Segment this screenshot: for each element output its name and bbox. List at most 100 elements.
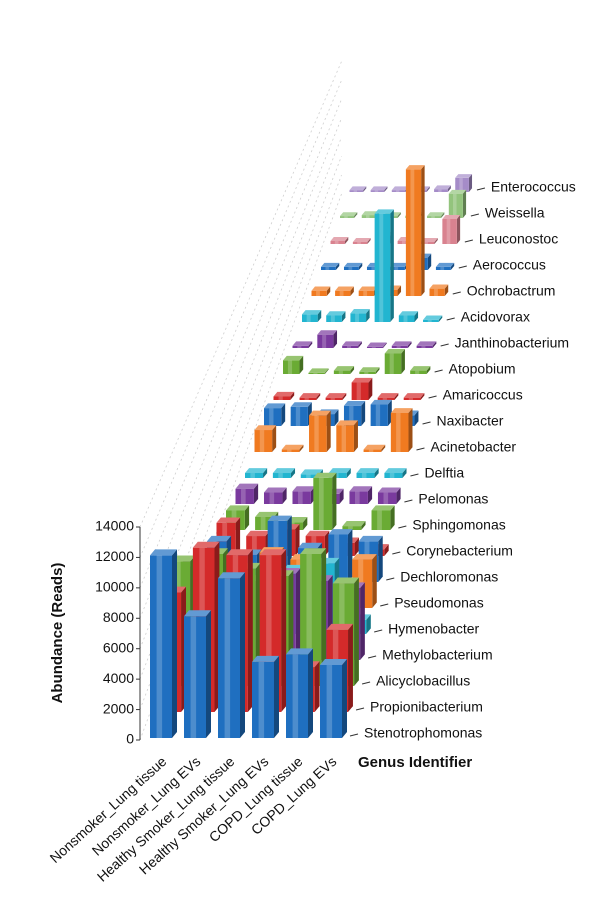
bar-top (259, 549, 287, 556)
bar (235, 483, 259, 504)
bar-highlight (295, 406, 301, 426)
bar-top (326, 311, 346, 316)
bar-highlight (287, 449, 292, 452)
genus-label: Sphingomonas (412, 517, 505, 533)
bar-top (263, 487, 287, 493)
bar-top (389, 262, 409, 267)
bar-top (308, 368, 329, 373)
genus-tick (410, 473, 419, 477)
bar (363, 444, 386, 452)
y-tick-label: 14000 (95, 518, 134, 534)
bar-highlight (258, 661, 265, 738)
bar-side (432, 341, 437, 348)
bar-side (378, 535, 383, 582)
bar-side (366, 614, 371, 634)
bar-side (358, 262, 363, 270)
bar (272, 468, 296, 478)
bar-highlight (266, 555, 272, 712)
genus-label: Corynebacterium (406, 543, 513, 559)
bar-highlight (354, 491, 360, 504)
bar (423, 315, 443, 322)
bar-side (354, 212, 358, 218)
grid-line (139, 80, 342, 558)
bar (252, 655, 279, 738)
bar-top (384, 468, 407, 474)
genus-label: Naxibacter (437, 413, 504, 429)
bar-side (290, 468, 296, 478)
bar-side (397, 285, 402, 296)
bar (350, 309, 370, 322)
bar-side (441, 212, 445, 218)
bar-side (414, 410, 419, 426)
bar-side (342, 658, 347, 738)
bar-side (426, 366, 431, 374)
bar-top (309, 410, 331, 416)
bar-side (347, 529, 353, 582)
bar (311, 286, 331, 296)
bar-highlight (415, 370, 420, 374)
bar-top (302, 310, 322, 315)
genus-label: Ochrobactrum (467, 283, 556, 299)
bar (352, 238, 371, 244)
bar-highlight (421, 345, 426, 348)
bar-side (375, 367, 380, 374)
bar (434, 185, 451, 192)
bar-top (297, 542, 323, 549)
bar (370, 186, 388, 192)
bar-side (314, 661, 320, 712)
bar-top (398, 311, 419, 316)
genus-tick (416, 447, 425, 451)
bar-side (368, 377, 373, 400)
bar-top (350, 309, 370, 314)
genus-tick (368, 655, 377, 659)
bar (356, 468, 379, 478)
bar-top (292, 486, 316, 492)
bar-highlight (434, 288, 438, 296)
bar-highlight (427, 319, 432, 322)
y-tick-label: 10000 (95, 579, 134, 595)
bar (321, 262, 340, 270)
bar (405, 165, 425, 296)
bar-top (184, 610, 211, 617)
genus-label: Weissella (485, 205, 545, 221)
bar-top (150, 549, 177, 556)
bar-highlight (322, 334, 327, 348)
bar (448, 189, 467, 218)
bar-highlight (363, 290, 368, 296)
bar-top (427, 212, 445, 217)
bar (263, 487, 287, 504)
bar-highlight (339, 290, 344, 296)
bar-top (330, 237, 349, 241)
bar-highlight (375, 404, 381, 426)
bar-highlight (341, 425, 347, 452)
bar-highlight (371, 266, 376, 270)
bar-side (384, 186, 388, 192)
bar-top (207, 535, 232, 542)
bar-highlight (330, 315, 335, 322)
bar (455, 174, 473, 192)
bar-highlight (424, 241, 428, 244)
bar (427, 212, 445, 218)
bar-top (391, 341, 412, 346)
genus-tick (476, 187, 486, 191)
bar-side (394, 393, 399, 400)
genus-tick (470, 213, 480, 217)
bar-top (423, 315, 443, 320)
genus-tick (458, 265, 467, 269)
bar-top (313, 472, 337, 478)
genus-label: Acinetobacter (430, 439, 516, 455)
bar (390, 408, 413, 452)
bar (325, 393, 347, 400)
bar (416, 341, 437, 348)
bar-side (420, 393, 425, 400)
x-tick-label: Healthy Smoker_Lung tissue (94, 753, 238, 885)
genus-label: Pelomonas (418, 491, 488, 507)
bar-top (226, 505, 250, 511)
bar-top (264, 403, 286, 409)
genus-tick (392, 551, 401, 555)
bar-top (252, 655, 279, 662)
bar (442, 215, 461, 244)
genus-tick (452, 291, 461, 295)
bar-side (456, 215, 461, 244)
genus-label: Methylobacterium (382, 647, 493, 663)
